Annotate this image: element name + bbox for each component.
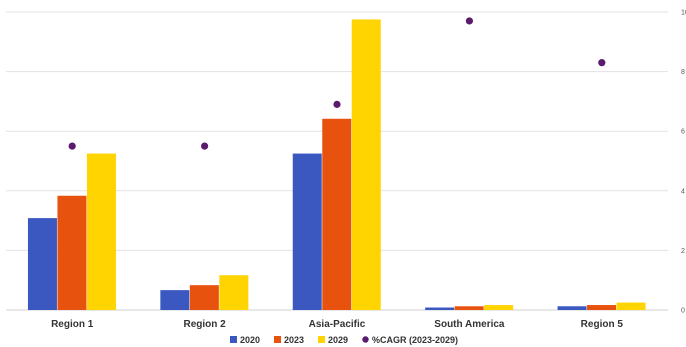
category-label: Asia-Pacific: [309, 319, 366, 330]
bar-2023-region-5: [587, 305, 617, 310]
right-tick-label: 8: [681, 69, 685, 76]
right-tick-label: 6: [681, 129, 685, 136]
bar-2020-south-america: [425, 307, 455, 310]
bar-2020-region-2: [160, 290, 190, 310]
bar-2029-asia-pacific: [351, 19, 381, 310]
legend-label: 2029: [328, 335, 348, 345]
category-label: Region 2: [183, 319, 226, 330]
legend: 2020 2023 2029 %CAGR (2023-2029): [230, 335, 458, 345]
cagr-point-region-2: [201, 142, 209, 150]
bar-2020-region-5: [557, 306, 587, 310]
legend-label: %CAGR (2023-2029): [372, 335, 458, 345]
bar-2023-region-2: [189, 285, 219, 310]
bar-2029-region-2: [219, 275, 249, 310]
cagr-point-asia-pacific: [333, 100, 341, 108]
cagr-point-region-5: [598, 59, 606, 67]
cagr-point-south-america: [465, 17, 473, 25]
bar-2029-south-america: [484, 305, 514, 310]
right-tick-label: 10: [681, 10, 686, 17]
category-labels: Region 1 Region 2 Asia-Pacific South Americ…: [51, 319, 623, 330]
cagr-points: [68, 17, 606, 150]
category-label: Region 1: [51, 319, 94, 330]
legend-swatch-2029: [318, 336, 325, 343]
bar-2029-region-5: [616, 302, 646, 310]
legend-swatch-2020: [230, 336, 237, 343]
right-axis-tick-labels: 0 2 4 6 8 10: [681, 10, 686, 315]
bar-2020-region-1: [27, 218, 57, 310]
right-tick-label: 0: [681, 308, 685, 315]
legend-label: 2020: [240, 335, 260, 345]
bar-2029-region-1: [86, 153, 116, 310]
legend-swatch-cagr: [362, 336, 369, 343]
right-tick-label: 2: [681, 248, 685, 255]
bar-marks: [27, 19, 646, 311]
legend-swatch-2023: [274, 336, 281, 343]
bar-2023-region-1: [57, 195, 87, 310]
legend-label: 2023: [284, 335, 304, 345]
category-label: South America: [434, 319, 505, 330]
category-label: Region 5: [581, 319, 624, 330]
right-tick-label: 4: [681, 188, 685, 195]
cagr-point-region-1: [68, 142, 76, 150]
bar-2023-south-america: [454, 306, 484, 310]
bar-2020-asia-pacific: [292, 153, 322, 310]
bar-2023-asia-pacific: [322, 118, 352, 311]
